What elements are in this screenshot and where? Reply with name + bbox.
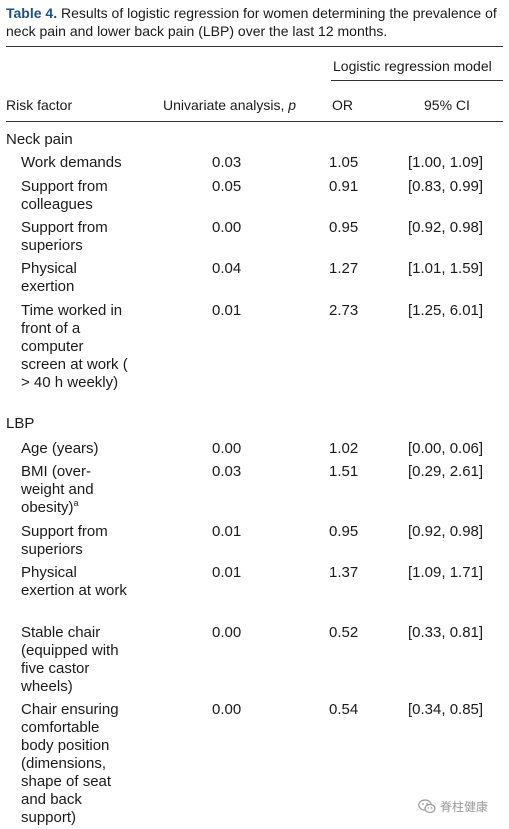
confidence-interval: [0.29, 2.61] xyxy=(408,463,484,480)
group-rule xyxy=(331,80,503,81)
header-univariate: Univariate analysis, p xyxy=(163,97,297,113)
univariate-p: 0.03 xyxy=(212,463,242,480)
confidence-interval: [0.34, 0.85] xyxy=(408,701,484,718)
univariate-p: 0.04 xyxy=(212,260,242,277)
confidence-interval: [1.25, 6.01] xyxy=(408,302,484,319)
univariate-p: 0.00 xyxy=(212,701,242,718)
univariate-p: 0.00 xyxy=(212,440,242,457)
confidence-interval: [1.01, 1.59] xyxy=(408,260,484,277)
odds-ratio: 0.95 xyxy=(329,219,359,236)
header-rule xyxy=(6,121,503,122)
univariate-p: 0.01 xyxy=(212,302,242,319)
odds-ratio: 2.73 xyxy=(329,302,359,319)
odds-ratio: 0.91 xyxy=(329,178,359,195)
risk-factor: Work demands xyxy=(21,154,122,171)
header-or: OR xyxy=(332,97,353,113)
watermark-text: 脊柱健康 xyxy=(440,800,489,814)
odds-ratio: 1.05 xyxy=(329,154,359,171)
confidence-interval: [1.00, 1.09] xyxy=(408,154,484,171)
table-label: Table 4. xyxy=(6,5,58,21)
section-title-neck-pain: Neck pain xyxy=(6,131,73,148)
odds-ratio: 1.02 xyxy=(329,440,359,457)
odds-ratio: 0.52 xyxy=(329,624,359,641)
univariate-p: 0.01 xyxy=(212,564,242,581)
wechat-icon xyxy=(418,799,436,814)
risk-factor: BMI (over-weight and obesity)a xyxy=(21,463,94,516)
confidence-interval: [0.33, 0.81] xyxy=(408,624,484,641)
risk-factor: Chair ensuring comfortable body position… xyxy=(21,701,119,826)
confidence-interval: [0.92, 0.98] xyxy=(408,219,484,236)
odds-ratio: 0.95 xyxy=(329,523,359,540)
confidence-interval: [0.92, 0.98] xyxy=(408,523,484,540)
header-risk-factor: Risk factor xyxy=(6,97,73,113)
header-ci: 95% CI xyxy=(424,97,470,113)
odds-ratio: 1.37 xyxy=(329,564,359,581)
risk-factor: Support from colleagues xyxy=(21,178,108,213)
confidence-interval: [0.83, 0.99] xyxy=(408,178,484,195)
univariate-p: 0.05 xyxy=(212,178,242,195)
watermark: 脊柱健康 xyxy=(418,798,488,815)
univariate-p: 0.00 xyxy=(212,624,242,641)
risk-factor: Physical exertion at work xyxy=(21,564,127,599)
odds-ratio: 1.27 xyxy=(329,260,359,277)
risk-factor: Age (years) xyxy=(21,440,99,457)
section-title-lbp: LBP xyxy=(6,415,35,432)
table-caption: Table 4. Results of logistic regression … xyxy=(6,4,504,40)
confidence-interval: [1.09, 1.71] xyxy=(408,564,484,581)
top-rule xyxy=(6,46,503,47)
odds-ratio: 0.54 xyxy=(329,701,359,718)
univariate-p: 0.00 xyxy=(212,219,242,236)
footnote-marker: a xyxy=(73,498,79,508)
univariate-p: 0.01 xyxy=(212,523,242,540)
risk-factor: Stable chair (equipped with five castor … xyxy=(21,624,119,695)
risk-factor: Support from superiors xyxy=(21,523,108,558)
risk-factor: Time worked in front of a computer scree… xyxy=(21,302,128,391)
risk-factor: Support from superiors xyxy=(21,219,108,254)
group-header: Logistic regression model xyxy=(333,58,492,74)
univariate-p: 0.03 xyxy=(212,154,242,171)
table-caption-text: Results of logistic regression for women… xyxy=(6,5,497,39)
risk-factor: Physical exertion xyxy=(21,260,77,295)
odds-ratio: 1.51 xyxy=(329,463,359,480)
confidence-interval: [0.00, 0.06] xyxy=(408,440,484,457)
